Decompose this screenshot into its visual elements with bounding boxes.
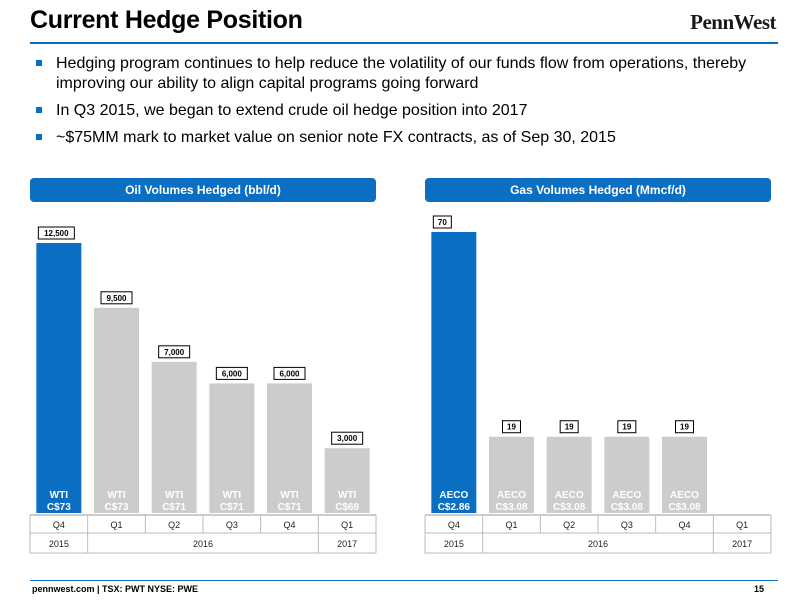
category-tick-label: Q1 (110, 520, 122, 530)
category-tick-label: Q1 (341, 520, 353, 530)
value-label-box (215, 366, 248, 380)
chart-bar (94, 307, 139, 513)
bar-label-type: WTI (280, 490, 299, 501)
bullet-text: Hedging program continues to help reduce… (56, 55, 747, 92)
bullet-item: ~$75MM mark to market value on senior no… (36, 128, 776, 148)
value-label-box (559, 420, 579, 434)
bar-label-type: WTI (50, 490, 69, 501)
gas-chart-title: Gas Volumes Hedged (Mmcf/d) (425, 178, 771, 202)
bar-label-type: AECO (439, 490, 468, 501)
category-tick-label: Q1 (736, 520, 748, 530)
bullet-text: In Q3 2015, we began to extend crude oil… (56, 102, 528, 119)
category-tick-label: Q2 (168, 520, 180, 530)
bar-label-type: WTI (338, 490, 357, 501)
value-label-box (158, 345, 191, 359)
value-label-box (331, 431, 364, 445)
year-tick-label: 2015 (444, 539, 464, 549)
value-label-box (502, 420, 521, 434)
chart-bar (604, 436, 650, 513)
footer-divider (30, 580, 778, 581)
category-tick-label: Q3 (226, 520, 238, 530)
chart-bar (431, 232, 477, 513)
bar-label-type: AECO (612, 490, 641, 501)
bar-label-type: AECO (497, 490, 526, 501)
chart-bar (662, 436, 707, 513)
bar-label-price: C$73 (47, 502, 71, 513)
year-tick-label: 2017 (337, 539, 357, 549)
chart-bar (267, 383, 312, 513)
data-label: 19 (622, 423, 631, 432)
category-tick-label: Q4 (678, 520, 690, 530)
bar-label-type: AECO (555, 490, 584, 501)
bar-label-price: C$71 (278, 502, 302, 513)
bar-label-type: AECO (670, 490, 699, 501)
bar-label-price: C$3.08 (495, 502, 528, 513)
data-label: 70 (438, 218, 447, 227)
chart-bar (546, 436, 592, 513)
data-label: 19 (680, 423, 689, 432)
chart-bar (489, 436, 534, 513)
data-label: 12,500 (44, 229, 69, 238)
bar-label-type: WTI (223, 490, 242, 501)
data-label: 7,000 (164, 348, 185, 357)
value-label-box (273, 366, 306, 380)
bar-label-price: C$69 (335, 502, 359, 513)
bar-label-price: C$71 (162, 502, 186, 513)
year-tick-label: 2016 (588, 539, 608, 549)
value-label-box (617, 420, 637, 434)
page-number: 15 (753, 584, 764, 594)
bullet-text: ~$75MM mark to market value on senior no… (56, 129, 616, 146)
bar-label-price: C$3.08 (611, 502, 644, 513)
bullet-square-icon (36, 134, 42, 140)
bullet-item: In Q3 2015, we began to extend crude oil… (36, 101, 776, 121)
chart-bar (151, 361, 197, 513)
year-tick-label: 2016 (193, 539, 213, 549)
bar-label-type: WTI (165, 490, 184, 501)
bullet-list: Hedging program continues to help reduce… (36, 54, 776, 155)
category-tick-label: Q2 (563, 520, 575, 530)
hedge-charts: 12,500WTIC$739,500WTIC$737,000WTIC$716,0… (29, 215, 772, 554)
category-tick-label: Q4 (283, 520, 295, 530)
data-label: 19 (507, 423, 516, 432)
bar-label-type: WTI (107, 490, 126, 501)
footer-text: pennwest.com | TSX: PWT NYSE: PWE (32, 584, 199, 594)
data-label: 6,000 (279, 369, 300, 378)
oil-chart-title: Oil Volumes Hedged (bbl/d) (30, 178, 376, 202)
chart-bar (324, 448, 370, 513)
year-tick-label: 2017 (732, 539, 752, 549)
value-label-box (675, 420, 694, 434)
page-title: Current Hedge Position (30, 6, 303, 34)
title-divider (30, 42, 778, 44)
value-label-box (100, 291, 133, 305)
bullet-item: Hedging program continues to help reduce… (36, 54, 776, 94)
category-tick-label: Q4 (448, 520, 460, 530)
value-label-box (37, 226, 75, 240)
bar-label-price: C$3.08 (553, 502, 586, 513)
category-tick-label: Q1 (505, 520, 517, 530)
bar-label-price: C$71 (220, 502, 244, 513)
data-label: 9,500 (106, 294, 127, 303)
category-tick-label: Q4 (53, 520, 65, 530)
bar-label-price: C$3.08 (668, 502, 701, 513)
bar-label-price: C$73 (105, 502, 129, 513)
data-label: 3,000 (337, 434, 358, 443)
chart-bar (36, 243, 82, 513)
chart-bar (209, 383, 255, 513)
data-label: 19 (565, 423, 574, 432)
bullet-square-icon (36, 107, 42, 113)
data-label: 6,000 (222, 369, 243, 378)
bar-label-price: C$2.86 (438, 502, 471, 513)
year-tick-label: 2015 (49, 539, 69, 549)
category-tick-label: Q3 (621, 520, 633, 530)
company-logo: PennWest (690, 10, 776, 34)
bullet-square-icon (36, 60, 42, 66)
value-label-box (432, 215, 452, 229)
